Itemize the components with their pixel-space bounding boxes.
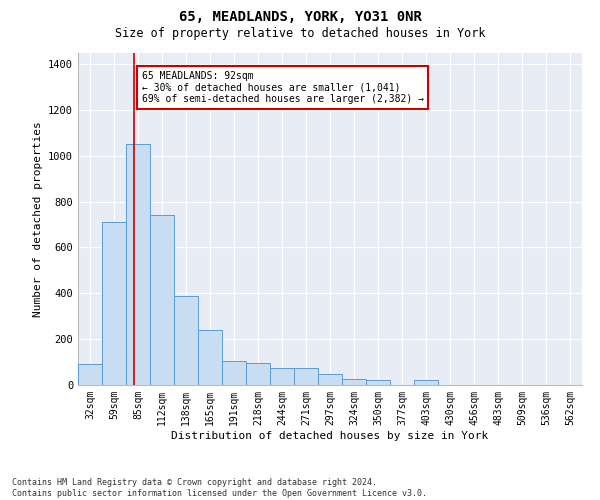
Bar	[150, 216, 174, 385]
Bar	[366, 380, 390, 385]
Bar	[126, 144, 150, 385]
Bar	[246, 363, 270, 385]
Bar	[198, 330, 222, 385]
Bar	[78, 364, 102, 385]
Text: Contains HM Land Registry data © Crown copyright and database right 2024.
Contai: Contains HM Land Registry data © Crown c…	[12, 478, 427, 498]
Bar	[102, 222, 126, 385]
Bar	[294, 368, 318, 385]
Bar	[342, 380, 366, 385]
Text: 65, MEADLANDS, YORK, YO31 0NR: 65, MEADLANDS, YORK, YO31 0NR	[179, 10, 421, 24]
Bar	[318, 374, 342, 385]
X-axis label: Distribution of detached houses by size in York: Distribution of detached houses by size …	[172, 430, 488, 440]
Bar	[174, 296, 198, 385]
Bar	[222, 361, 246, 385]
Text: Size of property relative to detached houses in York: Size of property relative to detached ho…	[115, 28, 485, 40]
Y-axis label: Number of detached properties: Number of detached properties	[32, 121, 43, 316]
Bar	[414, 380, 438, 385]
Bar	[270, 368, 294, 385]
Text: 65 MEADLANDS: 92sqm
← 30% of detached houses are smaller (1,041)
69% of semi-det: 65 MEADLANDS: 92sqm ← 30% of detached ho…	[142, 71, 424, 104]
